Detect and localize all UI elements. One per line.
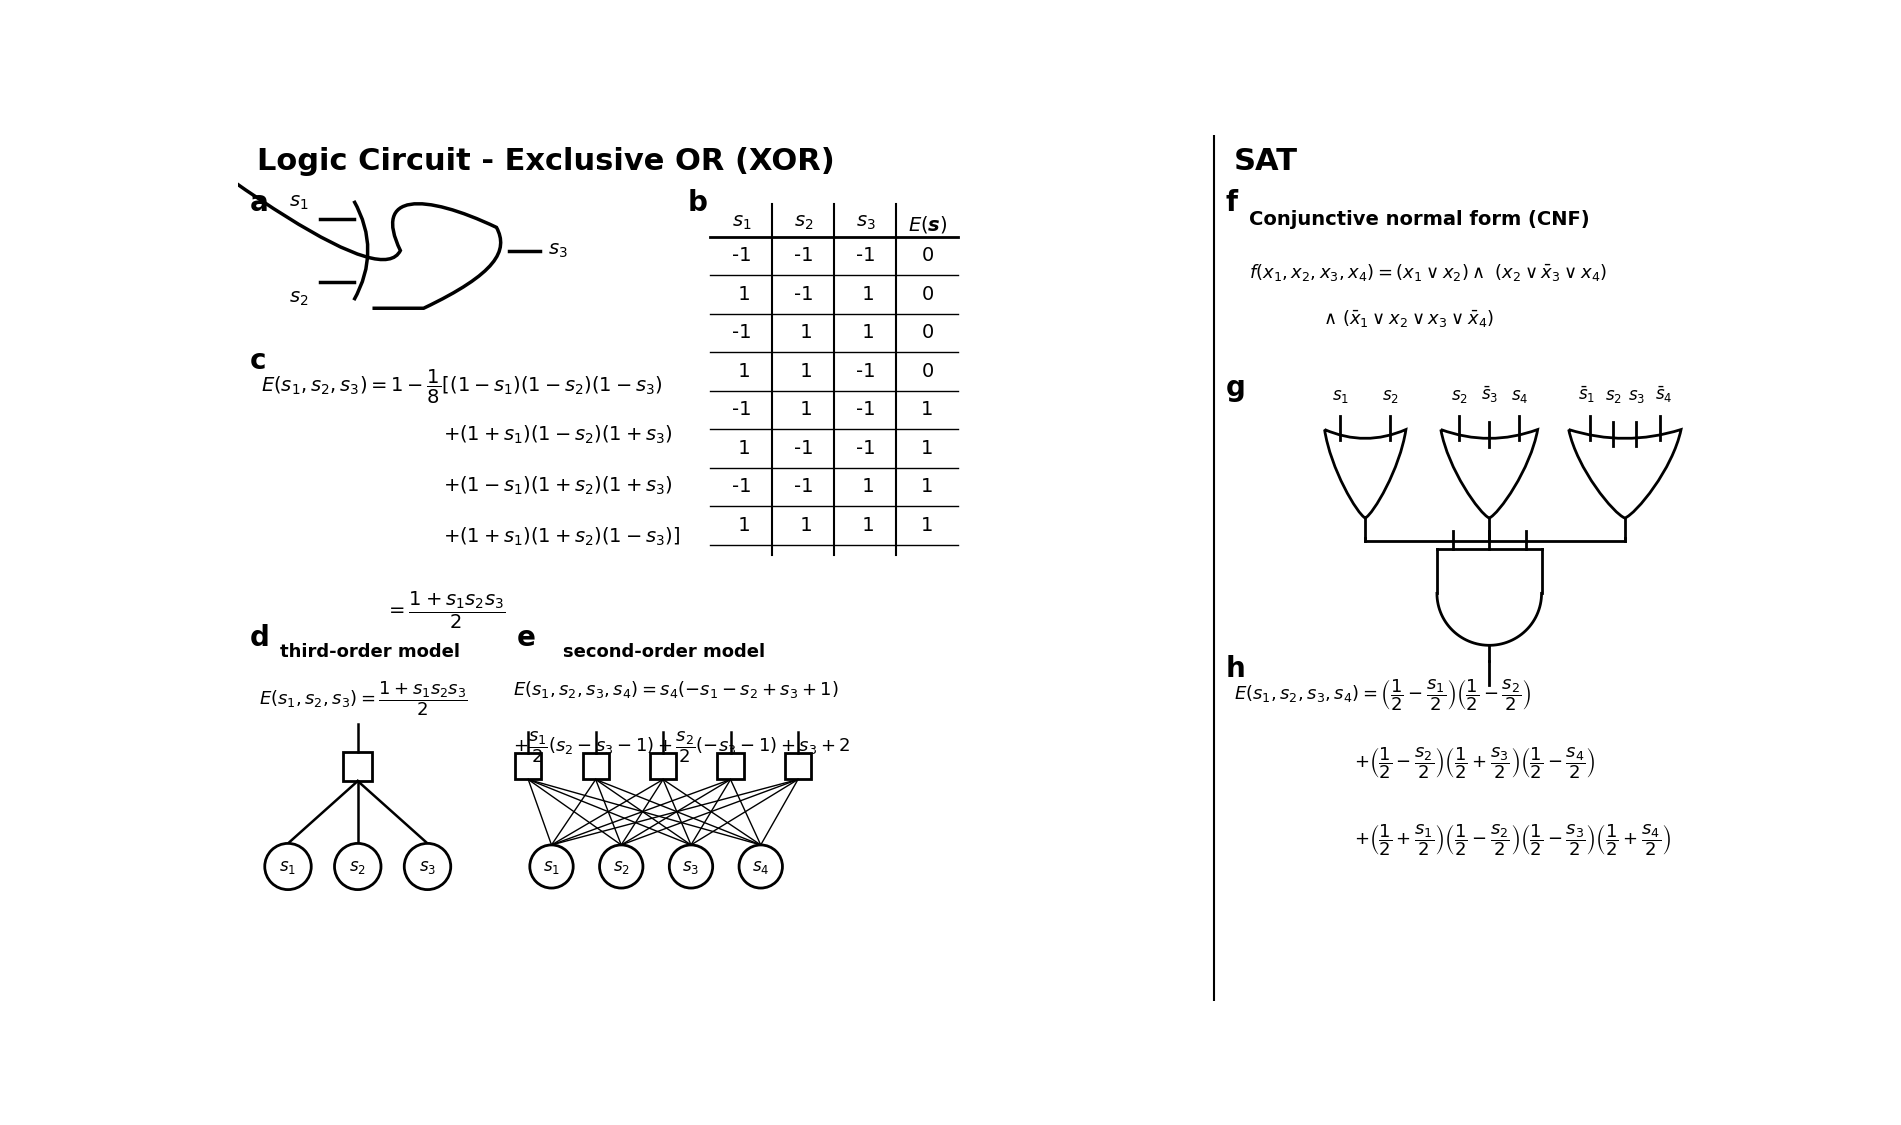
Text: 0: 0 [922,285,933,304]
Text: -1: -1 [855,439,874,458]
Bar [342,752,373,781]
Text: $s_3$: $s_3$ [682,857,700,875]
Circle shape [599,845,643,888]
Text: -1: -1 [732,246,751,266]
Text: $s_1$: $s_1$ [279,857,297,875]
Text: 1: 1 [795,516,814,534]
Circle shape [335,844,380,890]
Bar [515,754,542,780]
Text: 1: 1 [855,285,874,304]
Text: 1: 1 [855,477,874,496]
Text: b: b [686,189,707,217]
Text: d: d [249,624,270,652]
Text: $+\left(\dfrac{1}{2} + \dfrac{s_1}{2}\right)\left(\dfrac{1}{2} - \dfrac{s_2}{2}\: $+\left(\dfrac{1}{2} + \dfrac{s_1}{2}\ri… [1354,822,1671,858]
Text: 1: 1 [732,439,751,458]
Text: $+(1-s_1)(1+s_2)(1+s_3)$: $+(1-s_1)(1+s_2)(1+s_3)$ [443,475,673,497]
Text: -1: -1 [732,477,751,496]
Text: $E(s_1,s_2,s_3,s_4) = \left(\dfrac{1}{2} - \dfrac{s_1}{2}\right)\left(\dfrac{1}{: $E(s_1,s_2,s_3,s_4) = \left(\dfrac{1}{2}… [1234,678,1530,713]
Text: 0: 0 [922,323,933,342]
Text: $s_1$: $s_1$ [289,192,308,212]
Text: 1: 1 [732,285,751,304]
Text: -1: -1 [732,323,751,342]
Text: $E(s_1,s_2,s_3) = \dfrac{1 + s_1 s_2 s_3}{2}$: $E(s_1,s_2,s_3) = \dfrac{1 + s_1 s_2 s_3… [259,680,468,718]
Text: 1: 1 [795,323,814,342]
Text: $\wedge\ (\bar{x}_1 \vee x_2 \vee x_3 \vee \bar{x}_4)$: $\wedge\ (\bar{x}_1 \vee x_2 \vee x_3 \v… [1323,308,1494,330]
Text: 1: 1 [795,400,814,420]
Circle shape [264,844,312,890]
Text: g: g [1226,374,1245,402]
Text: -1: -1 [855,362,874,381]
Text: $+\left(\dfrac{1}{2} - \dfrac{s_2}{2}\right)\left(\dfrac{1}{2} + \dfrac{s_3}{2}\: $+\left(\dfrac{1}{2} - \dfrac{s_2}{2}\ri… [1354,746,1595,781]
Text: h: h [1226,655,1245,683]
Text: $s_2$: $s_2$ [350,857,367,875]
Text: $+(1+s_1)(1+s_2)(1-s_3)]$: $+(1+s_1)(1+s_2)(1-s_3)]$ [443,525,681,548]
Text: $s_2$: $s_2$ [1382,387,1399,405]
Text: $s_2$: $s_2$ [795,214,814,232]
Text: 1: 1 [732,516,751,534]
Text: 1: 1 [922,439,933,458]
Text: $+(1+s_1)(1-s_2)(1+s_3)$: $+(1+s_1)(1-s_2)(1+s_3)$ [443,424,673,446]
Text: $s_4$: $s_4$ [1511,387,1528,405]
Text: $f(x_1,x_2,x_3,x_4) = (x_1 \vee x_2) \wedge\ (x_2 \vee \bar{x}_3 \vee x_4)$: $f(x_1,x_2,x_3,x_4) = (x_1 \vee x_2) \we… [1249,262,1606,284]
Bar [650,754,677,780]
Text: $s_2$: $s_2$ [1450,387,1468,405]
Text: $= \dfrac{1 + s_1 s_2 s_3}{2}$: $= \dfrac{1 + s_1 s_2 s_3}{2}$ [384,591,506,631]
Text: $s_3$: $s_3$ [418,857,435,875]
Text: Conjunctive normal form (CNF): Conjunctive normal form (CNF) [1249,209,1589,228]
Text: $s_1$: $s_1$ [732,214,751,232]
Text: $s_2$: $s_2$ [289,289,308,308]
Text: $s_3$: $s_3$ [855,214,874,232]
Text: $s_1$: $s_1$ [544,857,561,875]
Text: 0: 0 [922,362,933,381]
Text: $\bar{s}_3$: $\bar{s}_3$ [1481,385,1498,405]
Bar [717,754,743,780]
Text: $s_3$: $s_3$ [547,241,566,260]
Text: $E(s_1,s_2,s_3,s_4) = s_4(-s_1 - s_2 + s_3 + 1)$: $E(s_1,s_2,s_3,s_4) = s_4(-s_1 - s_2 + s… [513,680,838,701]
Text: -1: -1 [732,400,751,420]
Text: $s_1$: $s_1$ [1331,387,1348,405]
Text: a: a [249,189,268,217]
Text: -1: -1 [793,439,814,458]
Text: -1: -1 [793,246,814,266]
Bar [785,754,812,780]
Text: 1: 1 [732,362,751,381]
Text: f: f [1226,189,1238,217]
Bar [582,754,608,780]
Text: -1: -1 [793,477,814,496]
Text: 1: 1 [922,477,933,496]
Text: $\bar{s}_4$: $\bar{s}_4$ [1656,385,1673,405]
Text: 1: 1 [922,516,933,534]
Text: c: c [249,346,266,375]
Text: $s_2$: $s_2$ [612,857,629,875]
Circle shape [669,845,713,888]
Text: 1: 1 [855,516,874,534]
Text: Logic Circuit - Exclusive OR (XOR): Logic Circuit - Exclusive OR (XOR) [257,146,835,176]
Text: $s_4$: $s_4$ [753,857,770,875]
Text: third-order model: third-order model [279,644,460,662]
Text: SAT: SAT [1234,146,1298,176]
Text: second-order model: second-order model [563,644,764,662]
Circle shape [405,844,451,890]
Text: e: e [517,624,536,652]
Text: $\bar{s}_1$: $\bar{s}_1$ [1578,385,1595,405]
Text: 1: 1 [795,362,814,381]
Text: $E(\boldsymbol{s})$: $E(\boldsymbol{s})$ [907,214,947,234]
Text: $+\dfrac{s_1}{2}(s_2 - s_3 - 1) + \dfrac{s_2}{2}(-s_3 - 1) + s_3 + 2$: $+\dfrac{s_1}{2}(s_2 - s_3 - 1) + \dfrac… [513,729,850,765]
Text: -1: -1 [855,246,874,266]
Text: -1: -1 [793,285,814,304]
Text: 1: 1 [922,400,933,420]
Text: -1: -1 [855,400,874,420]
Text: $s_2$: $s_2$ [1604,387,1622,405]
Circle shape [530,845,574,888]
Text: $E(s_1,s_2,s_3) = 1 - \dfrac{1}{8}[(1-s_1)(1-s_2)(1-s_3)$: $E(s_1,s_2,s_3) = 1 - \dfrac{1}{8}[(1-s_… [260,368,663,406]
Text: 1: 1 [855,323,874,342]
Circle shape [739,845,783,888]
Text: 0: 0 [922,246,933,266]
Text: $s_3$: $s_3$ [1627,387,1644,405]
